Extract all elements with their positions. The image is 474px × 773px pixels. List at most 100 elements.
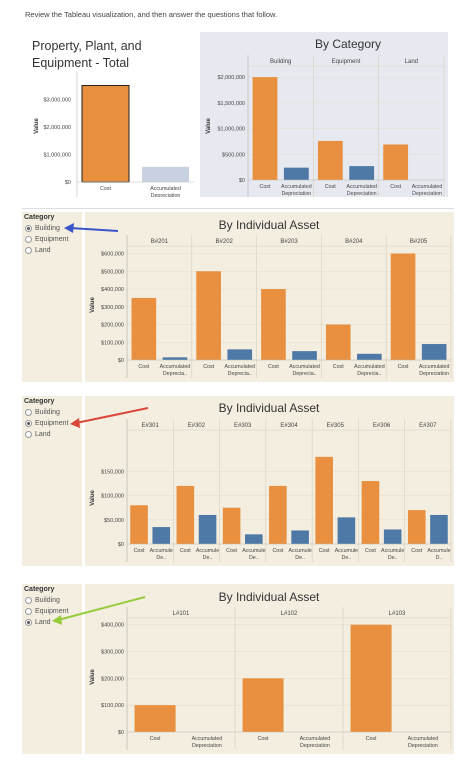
- filter-label: Category: [24, 214, 55, 221]
- category-label: Accumule De..: [335, 548, 358, 561]
- cost-bar: [130, 505, 148, 544]
- filter-option-equipment[interactable]: Equipment: [25, 236, 68, 243]
- depreciation-bar: [292, 351, 317, 360]
- category-label: Cost: [365, 548, 376, 554]
- depreciation-bar: [291, 530, 309, 544]
- radio-icon: [25, 431, 32, 438]
- total-chart-panel: Property, Plant, and Equipment - Total $…: [22, 32, 197, 197]
- cost-bar: [315, 456, 333, 544]
- category-label: Accumulated Depreciation: [300, 736, 331, 749]
- filter-label: Category: [24, 586, 55, 593]
- depreciation-bar: [142, 166, 189, 182]
- category-label: Accumule De..: [242, 548, 265, 561]
- cost-bar: [350, 624, 392, 732]
- y-tick-label: $100,000: [101, 703, 124, 709]
- depreciation-bar: [198, 514, 217, 544]
- filter-option-land[interactable]: Land: [25, 619, 51, 626]
- group-header: E#307: [419, 423, 437, 429]
- filter-option-building[interactable]: Building: [25, 597, 60, 604]
- filter-option-equipment[interactable]: Equipment: [25, 608, 68, 615]
- filter-option-land[interactable]: Land: [25, 247, 51, 254]
- filter-option-building[interactable]: Building: [25, 409, 60, 416]
- group-header: B#204: [345, 239, 363, 245]
- filter-label: Category: [24, 398, 55, 405]
- category-label: Cost: [333, 364, 344, 370]
- y-tick-label: $200,000: [101, 676, 124, 682]
- filter-option-equipment[interactable]: Equipment: [25, 420, 68, 427]
- equipment-chart-panel: By Individual Asset $0 $50,000 $100,000 $150…: [85, 396, 454, 566]
- category-label: Cost: [180, 548, 191, 554]
- group-header: B#203: [280, 239, 298, 245]
- y-tick-label: $50,000: [104, 518, 124, 524]
- y-tick-label: $400,000: [101, 623, 124, 629]
- y-tick-label: $150,000: [101, 469, 124, 475]
- group-header: Equipment: [332, 59, 361, 65]
- cost-bar: [317, 140, 343, 180]
- building-chart-panel: By Individual Asset $0 $100,000 $200,000 $30…: [85, 212, 454, 382]
- category-label: Accumulated Depreciation: [419, 364, 450, 377]
- category-label: Accumulated Depreciation: [281, 184, 312, 197]
- y-axis-label: Value: [206, 118, 212, 134]
- chart-title: By Category: [315, 37, 381, 51]
- cost-bar: [269, 485, 287, 544]
- chart-title: By Individual Asset: [219, 590, 320, 604]
- y-tick-label: $100,000: [101, 340, 124, 346]
- depreciation-bar: [227, 349, 253, 360]
- group-header: L#101: [173, 611, 190, 617]
- radio-icon: [25, 409, 32, 416]
- y-tick-label: $0: [118, 730, 124, 736]
- category-label: Accumulated Depreciation: [408, 736, 439, 749]
- radio-selected-icon: [25, 619, 32, 626]
- category-label: Cost: [268, 364, 279, 370]
- group-header: L#103: [389, 611, 406, 617]
- category-label: Accumulated Deprecia..: [224, 364, 255, 377]
- y-tick-label: $2,000,000: [43, 125, 71, 131]
- category-label: Cost: [411, 548, 422, 554]
- group-header: E#305: [327, 423, 345, 429]
- group-header: B#205: [410, 239, 428, 245]
- depreciation-bar: [283, 167, 309, 180]
- y-tick-label: $100,000: [101, 494, 124, 500]
- category-label: Cost: [398, 364, 409, 370]
- category-label: Accumule D..: [427, 548, 450, 561]
- category-label: Cost: [258, 736, 269, 742]
- y-tick-label: $0: [239, 178, 245, 184]
- y-tick-label: $1,000,000: [217, 127, 245, 133]
- radio-selected-icon: [25, 420, 32, 427]
- group-header: E#302: [188, 423, 206, 429]
- group-header: B#202: [216, 239, 234, 245]
- category-label: Cost: [319, 548, 330, 554]
- y-tick-label: $600,000: [101, 252, 124, 258]
- y-tick-label: $400,000: [101, 287, 124, 293]
- category-label: Cost: [260, 184, 271, 190]
- depreciation-bar: [421, 344, 447, 360]
- y-axis-label: Value: [34, 118, 40, 134]
- cost-bar: [325, 324, 351, 360]
- category-label: Cost: [325, 184, 336, 190]
- cost-bar: [242, 678, 284, 732]
- y-axis-label: Value: [90, 669, 96, 685]
- group-header: Building: [270, 59, 291, 65]
- category-label: Cost: [150, 736, 161, 742]
- group-header: B#201: [151, 239, 169, 245]
- category-chart-panel: By Category $0 $500,000 $1,000,000 $1,500,00…: [200, 32, 448, 197]
- depreciation-bar: [430, 514, 448, 544]
- cost-bar: [383, 144, 409, 180]
- y-tick-label: $0: [65, 180, 71, 186]
- group-header: E#301: [141, 423, 159, 429]
- y-tick-label: $1,000,000: [43, 152, 71, 158]
- cost-bar: [81, 85, 130, 183]
- y-axis-label: Value: [90, 297, 96, 313]
- category-label: Cost: [390, 184, 401, 190]
- radio-icon: [25, 608, 32, 615]
- filter-option-land[interactable]: Land: [25, 431, 51, 438]
- cost-bar: [361, 481, 380, 544]
- category-label: Accumule De..: [288, 548, 311, 561]
- filter-option-building[interactable]: Building: [25, 225, 60, 232]
- y-tick-label: $500,000: [101, 269, 124, 275]
- category-label: Cost: [134, 548, 145, 554]
- building-chart-svg: By Individual Asset $0 $100,000 $200,000 $30…: [90, 218, 452, 378]
- cost-bar: [222, 507, 241, 544]
- category-label: Accumule De..: [381, 548, 404, 561]
- cost-bar: [390, 253, 416, 360]
